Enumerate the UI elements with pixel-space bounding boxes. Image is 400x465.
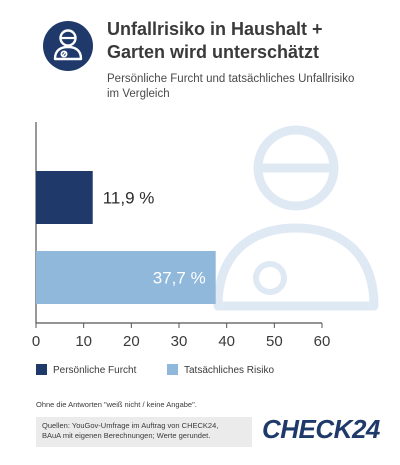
x-tick-label-40: 40 bbox=[218, 333, 235, 350]
watermark-person-icon bbox=[213, 125, 379, 311]
sources-line-2: BAuA mit eigenen Berechnungen; Werte ger… bbox=[42, 431, 211, 440]
legend-item-persoenliche-furcht: Persönliche Furcht bbox=[36, 364, 136, 376]
page-title: Unfallrisiko in Haushalt + Garten wird u… bbox=[107, 18, 392, 64]
footnote: Ohne die Antworten "weiß nicht / keine A… bbox=[36, 400, 197, 409]
sources-box: Quellen: YouGov-Umfrage im Auftrag von C… bbox=[36, 417, 252, 447]
subtitle-line-1: Persönliche Furcht und tatsächliches Unf… bbox=[107, 73, 355, 85]
x-tick-label-30: 30 bbox=[171, 333, 188, 350]
legend-item-tatsaechliches-risiko: Tatsächliches Risiko bbox=[167, 364, 274, 376]
title-line-1: Unfallrisiko in Haushalt + bbox=[107, 19, 323, 39]
header: Unfallrisiko in Haushalt + Garten wird u… bbox=[0, 0, 400, 110]
legend-label-persoenliche-furcht: Persönliche Furcht bbox=[53, 365, 137, 376]
brand-logo: CHECK24 bbox=[262, 414, 380, 444]
subtitle-line-2: im Vergleich bbox=[107, 88, 170, 100]
bar-chart: 0 10 20 30 40 50 60 11,9 % 37,7 % bbox=[32, 122, 379, 350]
x-tick-label-50: 50 bbox=[266, 333, 283, 350]
data-label-tatsaechliches-risiko: 37,7 % bbox=[153, 269, 206, 288]
x-tick-label-10: 10 bbox=[75, 333, 92, 350]
sources-line-1: Quellen: YouGov-Umfrage im Auftrag von C… bbox=[42, 421, 219, 430]
page-subtitle: Persönliche Furcht und tatsächliches Unf… bbox=[107, 72, 392, 102]
data-label-persoenliche-furcht: 11,9 % bbox=[103, 189, 155, 208]
legend-label-tatsaechliches-risiko: Tatsächliches Risiko bbox=[184, 365, 275, 376]
x-tick-label-60: 60 bbox=[314, 333, 331, 350]
x-tick-label-20: 20 bbox=[123, 333, 140, 350]
bar-persoenliche-furcht bbox=[36, 171, 93, 224]
legend-swatch-tatsaechliches-risiko bbox=[167, 364, 178, 375]
x-tick-label-0: 0 bbox=[32, 333, 40, 350]
bar-tatsaechliches-risiko bbox=[36, 251, 216, 304]
title-line-2: Garten wird unterschätzt bbox=[107, 42, 320, 62]
injured-person-icon bbox=[43, 21, 93, 71]
legend-swatch-persoenliche-furcht bbox=[36, 364, 47, 375]
